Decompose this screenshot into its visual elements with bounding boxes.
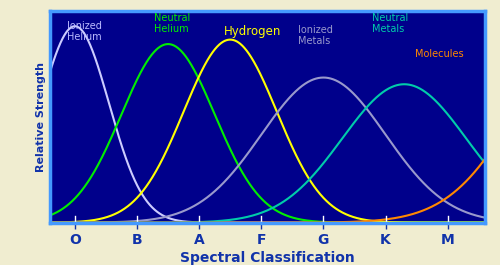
Text: Neutral
Helium: Neutral Helium: [154, 13, 190, 33]
Text: Ionized
Helium: Ionized Helium: [68, 21, 102, 42]
Text: Hydrogen: Hydrogen: [224, 25, 281, 38]
X-axis label: Spectral Classification: Spectral Classification: [180, 251, 355, 265]
Text: Neutral
Metals: Neutral Metals: [372, 13, 408, 33]
Text: Ionized
Metals: Ionized Metals: [298, 25, 333, 46]
Text: Molecules: Molecules: [414, 49, 463, 59]
Y-axis label: Relative Strength: Relative Strength: [36, 61, 46, 172]
